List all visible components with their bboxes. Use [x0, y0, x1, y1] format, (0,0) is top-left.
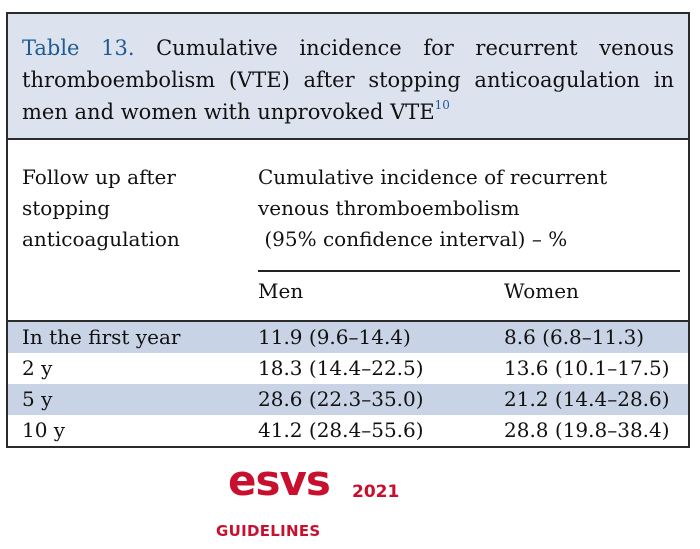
- header-incidence-line: Cumulative incidence of recurrent: [258, 165, 608, 189]
- cell-period: 2 y: [22, 356, 53, 380]
- esvs-guidelines-logo: esvs 2021 GUIDELINES: [210, 456, 410, 546]
- header-follow-up-line: anticoagulation: [22, 227, 180, 251]
- cell-period: 10 y: [22, 418, 66, 442]
- cell-men: 18.3 (14.4–22.5): [258, 356, 424, 380]
- table-body: In the first year 11.9 (9.6–14.4) 8.6 (6…: [8, 320, 688, 446]
- table-caption: Table 13. Cumulative incidence for recur…: [8, 14, 688, 140]
- header-follow-up: Follow up after stopping anticoagulation: [22, 162, 242, 255]
- data-table: Table 13. Cumulative incidence for recur…: [6, 12, 690, 448]
- body-top-rule: [8, 320, 688, 322]
- caption-text: Cumulative incidence for recurrent venou…: [22, 36, 674, 124]
- cell-women: 8.6 (6.8–11.3): [504, 325, 645, 349]
- logo-brand: esvs: [228, 456, 331, 505]
- header-rule: [258, 270, 680, 272]
- cell-period: In the first year: [22, 325, 181, 349]
- table-number: Table 13.: [22, 36, 135, 60]
- table-row: 2 y 18.3 (14.4–22.5) 13.6 (10.1–17.5): [8, 353, 688, 384]
- header-follow-up-line: stopping: [22, 196, 111, 220]
- column-header-men: Men: [258, 279, 304, 303]
- cell-men: 11.9 (9.6–14.4): [258, 325, 411, 349]
- header-incidence-line: venous thromboembolism: [258, 196, 520, 220]
- cell-women: 28.8 (19.8–38.4): [504, 418, 670, 442]
- logo-year: 2021: [352, 482, 400, 502]
- header-incidence-line: (95% confidence interval) – %: [258, 227, 568, 251]
- reference-superscript: 10: [434, 98, 450, 112]
- header-cumulative-incidence: Cumulative incidence of recurrent venous…: [258, 162, 678, 255]
- cell-men: 28.6 (22.3–35.0): [258, 387, 424, 411]
- table-row: 5 y 28.6 (22.3–35.0) 21.2 (14.4–28.6): [8, 384, 688, 415]
- column-header-women: Women: [504, 279, 579, 303]
- logo-tagline: GUIDELINES: [216, 522, 321, 540]
- cell-women: 21.2 (14.4–28.6): [504, 387, 670, 411]
- cell-men: 41.2 (28.4–55.6): [258, 418, 424, 442]
- header-follow-up-line: Follow up after: [22, 165, 176, 189]
- cell-period: 5 y: [22, 387, 53, 411]
- table-row: 10 y 41.2 (28.4–55.6) 28.8 (19.8–38.4): [8, 415, 688, 446]
- table-row: In the first year 11.9 (9.6–14.4) 8.6 (6…: [8, 322, 688, 353]
- cell-women: 13.6 (10.1–17.5): [504, 356, 670, 380]
